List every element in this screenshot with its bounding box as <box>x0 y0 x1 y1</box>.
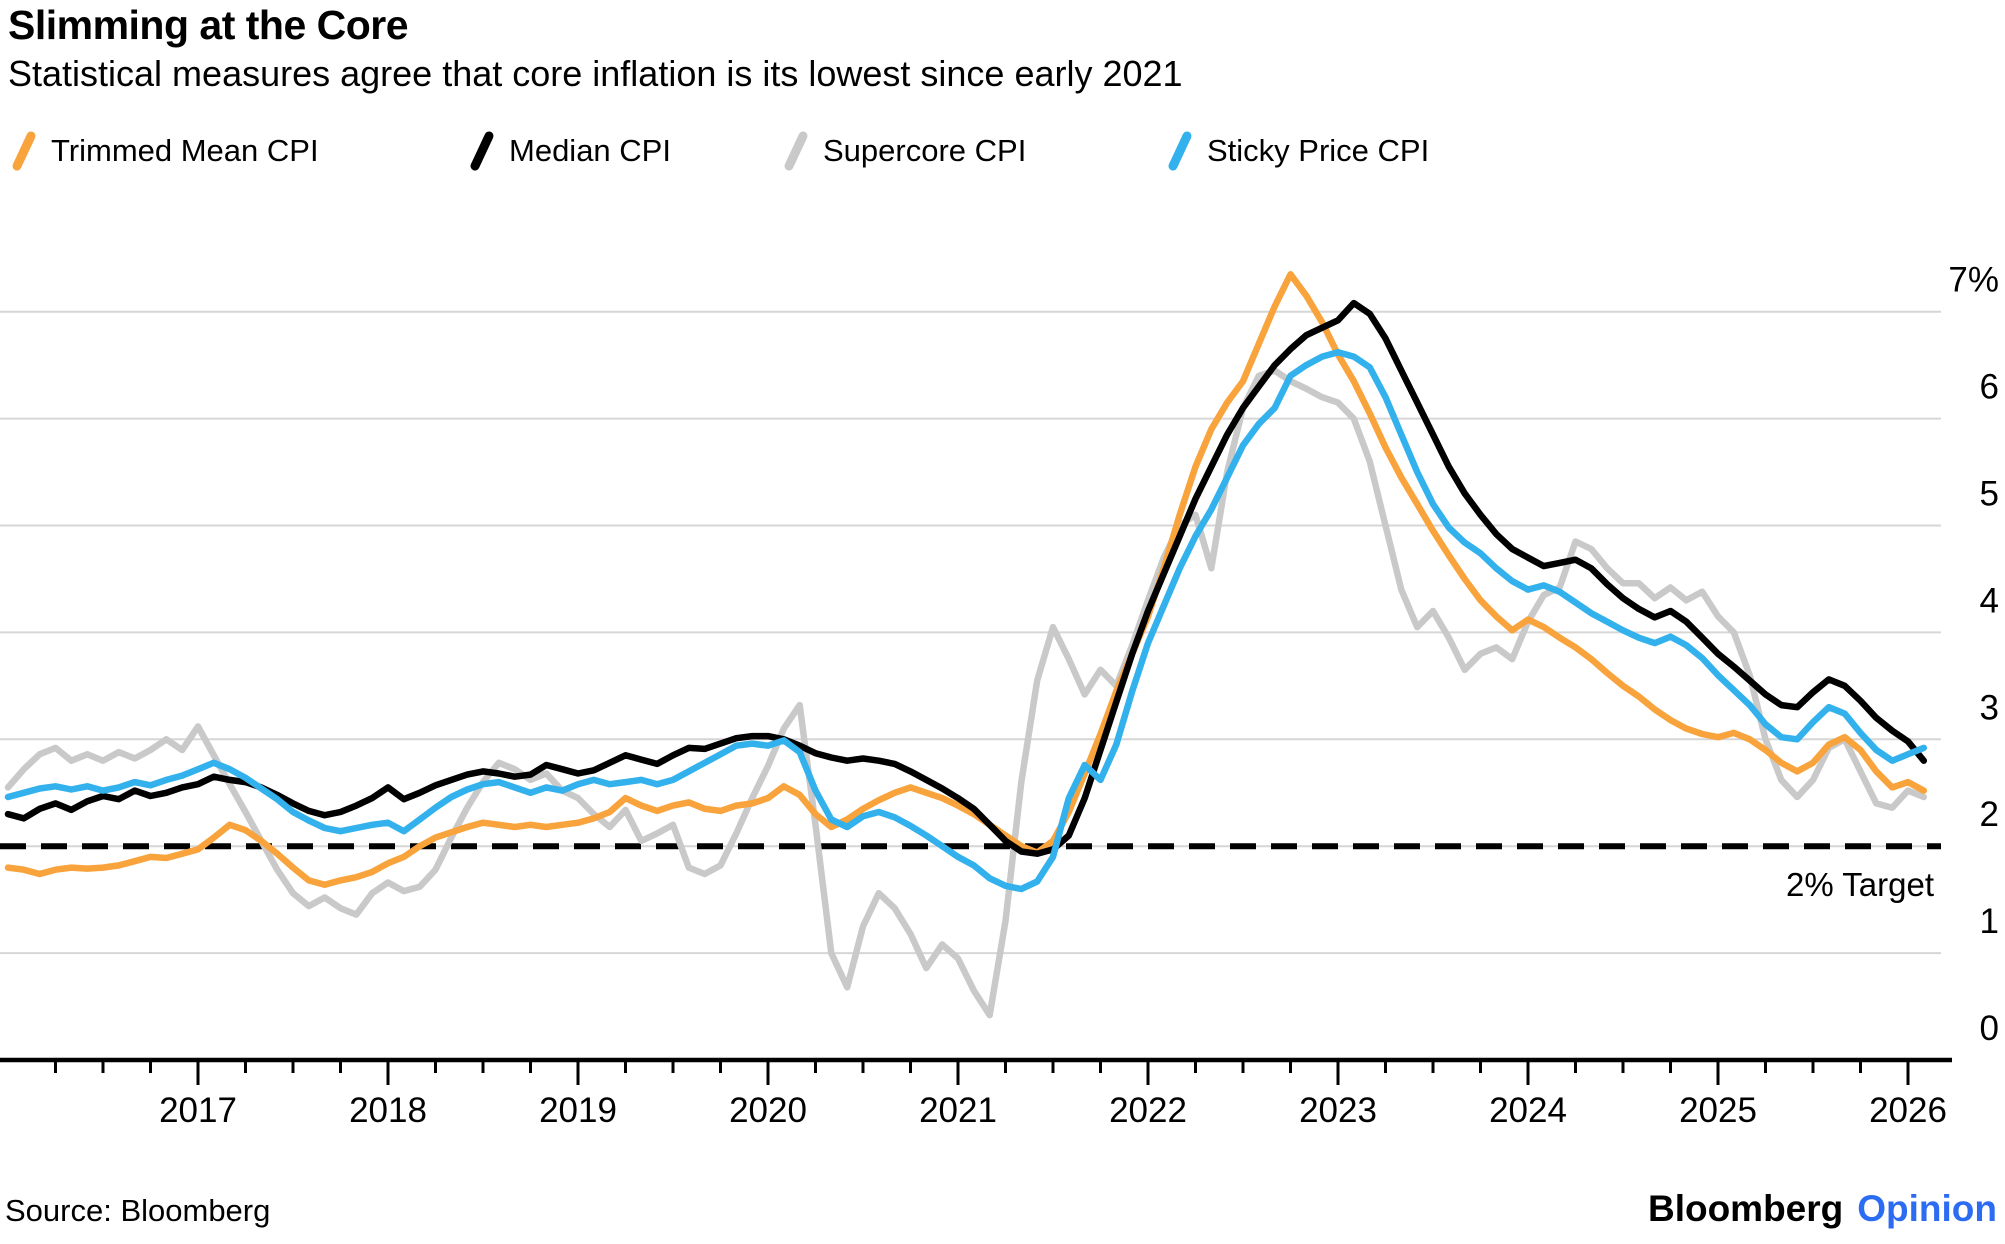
legend-slash-icon <box>1168 131 1192 171</box>
series-line-trimmed-mean-cpi <box>4 271 1928 888</box>
x-axis-label: 2021 <box>919 1091 997 1130</box>
brand-logo: Bloomberg Opinion <box>1648 1188 1997 1230</box>
y-axis-label: 7% <box>1948 261 1999 300</box>
x-axis-label: 2023 <box>1299 1091 1377 1130</box>
x-axis-label: 2017 <box>159 1091 237 1130</box>
target-label: 2% Target <box>1786 866 1934 903</box>
x-axis-label: 2019 <box>539 1091 617 1130</box>
y-axis-label: 0 <box>1980 1009 1999 1048</box>
legend-item-trimmed-mean-cpi: Trimmed Mean CPI <box>10 128 319 174</box>
series-line-median-cpi <box>4 299 1928 857</box>
x-axis-label: 2018 <box>349 1091 427 1130</box>
legend-item-supercore-cpi: Supercore CPI <box>782 128 1026 174</box>
legend-label: Median CPI <box>509 133 671 168</box>
legend-slash-icon <box>470 131 494 171</box>
page-subtitle: Statistical measures agree that core inf… <box>8 53 1183 94</box>
x-axis-label: 2022 <box>1109 1091 1187 1130</box>
series-line-supercore-cpi <box>4 367 1928 1019</box>
source-note: Source: Bloomberg <box>5 1193 271 1228</box>
x-axis-label: 2026 <box>1869 1091 1947 1130</box>
y-axis-label: 2 <box>1980 795 1999 834</box>
y-axis-label: 3 <box>1980 688 1999 727</box>
y-axis-label: 6 <box>1980 368 1999 407</box>
y-axis-label: 1 <box>1980 902 1999 941</box>
x-axis-label: 2024 <box>1489 1091 1567 1130</box>
brand-opinion: Opinion <box>1857 1188 1997 1229</box>
legend-label: Trimmed Mean CPI <box>51 133 319 168</box>
x-axis-label: 2020 <box>729 1091 807 1130</box>
x-axis-label: 2025 <box>1679 1091 1757 1130</box>
legend-slash-icon <box>784 131 808 171</box>
legend-label: Sticky Price CPI <box>1207 133 1430 168</box>
y-axis-label: 5 <box>1980 475 1999 514</box>
y-axis-label: 4 <box>1980 581 1999 620</box>
brand-bloomberg: Bloomberg <box>1647 1188 1844 1229</box>
legend-item-median-cpi: Median CPI <box>468 128 671 174</box>
legend-slash-icon <box>12 131 36 171</box>
page-title: Slimming at the Core <box>8 2 409 48</box>
legend-label: Supercore CPI <box>823 133 1027 168</box>
series-line-sticky-price-cpi <box>4 349 1928 893</box>
legend-item-sticky-price-cpi: Sticky Price CPI <box>1166 128 1429 174</box>
